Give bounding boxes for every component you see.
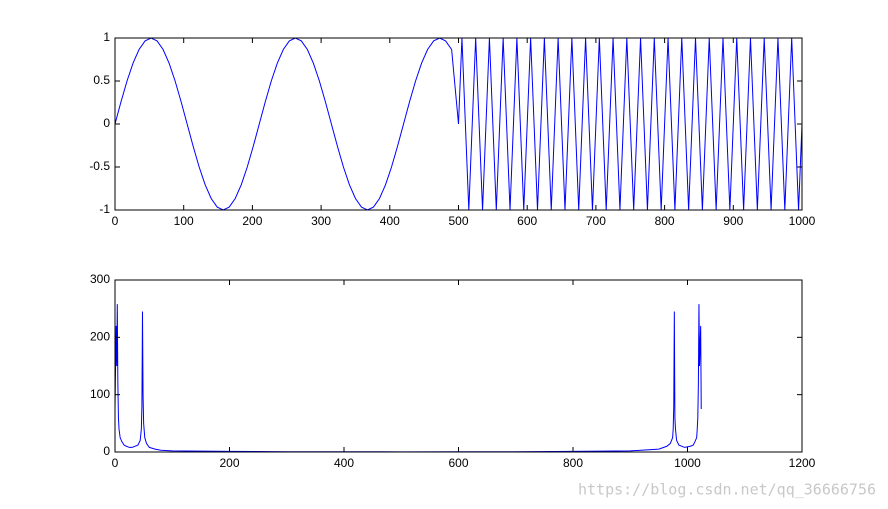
x-tick-label: 500 (448, 214, 468, 228)
x-tick-label: 400 (334, 456, 354, 470)
x-tick-label: 1200 (789, 456, 816, 470)
x-tick-label: 800 (655, 214, 675, 228)
x-tick-label: 0 (112, 214, 119, 228)
x-tick-label: 600 (448, 456, 468, 470)
x-tick-label: 400 (380, 214, 400, 228)
x-tick-label: 900 (723, 214, 743, 228)
watermark: https://blog.csdn.net/qq_36666756 (578, 481, 876, 499)
y-tick-label: 0.5 (93, 73, 110, 87)
x-tick-label: 100 (174, 214, 194, 228)
plot-area (115, 280, 802, 452)
x-tick-label: 1000 (674, 456, 701, 470)
y-tick-label: 1 (103, 30, 110, 44)
x-tick-label: 200 (242, 214, 262, 228)
x-tick-label: 300 (311, 214, 331, 228)
x-tick-label: 600 (517, 214, 537, 228)
x-tick-label: 700 (586, 214, 606, 228)
y-tick-label: 200 (90, 330, 110, 344)
y-tick-label: 0 (103, 116, 110, 130)
x-tick-label: 800 (563, 456, 583, 470)
y-tick-label: -1 (99, 202, 110, 216)
y-tick-label: 100 (90, 387, 110, 401)
y-tick-label: 300 (90, 272, 110, 286)
x-tick-label: 200 (219, 456, 239, 470)
y-tick-label: -0.5 (89, 159, 110, 173)
y-tick-label: 0 (103, 444, 110, 458)
x-tick-label: 0 (112, 456, 119, 470)
data-line (114, 37, 803, 211)
x-tick-label: 1000 (789, 214, 816, 228)
